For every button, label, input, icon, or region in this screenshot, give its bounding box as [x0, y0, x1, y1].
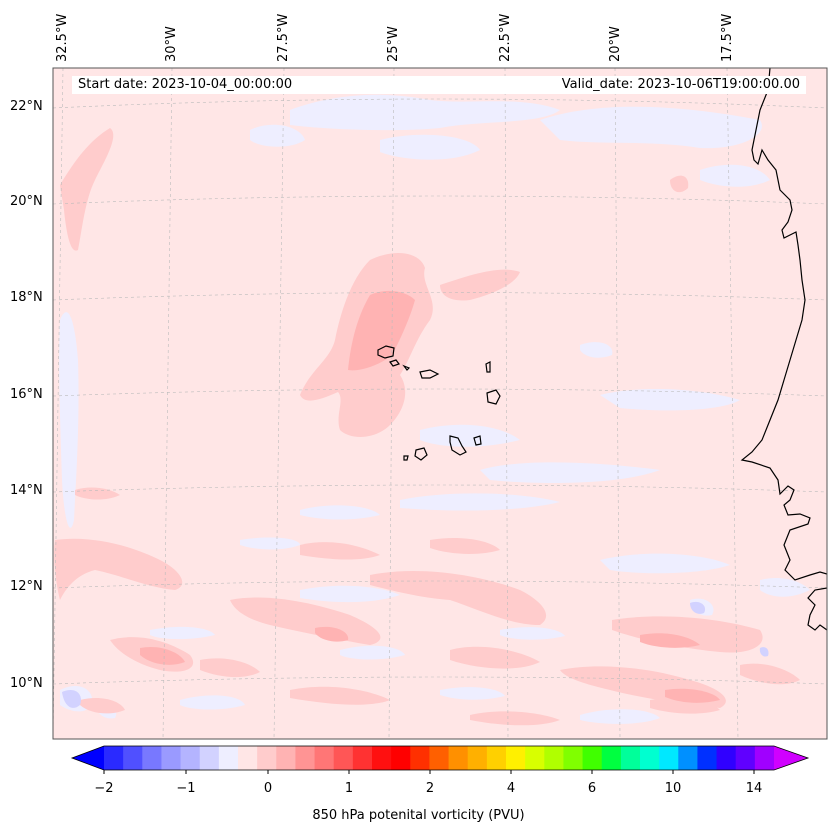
lon-label-25w: 25°W: [386, 26, 401, 62]
colorbar-segment: [563, 746, 584, 770]
colorbar-segment: [218, 746, 239, 770]
map-frame: [52, 67, 828, 740]
lon-label-22-5w: 22.5°W: [498, 13, 513, 62]
colorbar-segment: [238, 746, 258, 770]
lon-label-32-5w: 32.5°W: [55, 13, 70, 62]
colorbar-segment: [161, 746, 182, 770]
lat-label-12n: 12°N: [10, 579, 43, 594]
higher-pv-regions: [140, 290, 720, 703]
lat-label-22n: 22°N: [10, 99, 43, 114]
colorbar-tick-label: 4: [506, 781, 516, 796]
colorbar-segment: [180, 746, 201, 770]
colorbar-segment: [754, 746, 775, 770]
lat-label-18n: 18°N: [10, 290, 43, 305]
west-africa-coastline: [740, 68, 827, 631]
colorbar-segment: [448, 746, 469, 770]
colorbar-extend-max: [774, 746, 808, 770]
colorbar-segment: [142, 746, 163, 770]
colorbar-segment: [506, 746, 526, 770]
colorbar-segment: [123, 746, 143, 770]
lat-label-10n: 10°N: [10, 676, 43, 691]
colorbar-segment: [372, 746, 392, 770]
colorbar-segment: [410, 746, 431, 770]
colorbar-segment: [716, 746, 737, 770]
lon-label-17-5w: 17.5°W: [720, 13, 735, 62]
colorbar-segment: [678, 746, 699, 770]
start-date-label: Start date: 2023-10-04_00:00:00: [78, 77, 293, 92]
colorbar-segment: [525, 746, 545, 770]
colorbar-segment: [582, 746, 603, 770]
colorbar-tick-label: −2: [94, 781, 114, 796]
lon-label-27-5w: 27.5°W: [276, 13, 291, 62]
colorbar-tick-label: 6: [587, 781, 597, 796]
lon-label-30w: 30°W: [164, 26, 179, 62]
colorbar-segment: [467, 746, 488, 770]
colorbar-segment: [429, 746, 450, 770]
lat-label-20n: 20°N: [10, 194, 43, 209]
colorbar-tick-label: 1: [344, 781, 354, 796]
graticule: [53, 68, 827, 739]
colorbar-segment: [295, 746, 316, 770]
colorbar-tick-label: 0: [263, 781, 273, 796]
colorbar-segment: [697, 746, 718, 770]
colorbar-tick-label: 14: [745, 781, 763, 796]
low-pv-spots: [62, 601, 769, 708]
colorbar-segment: [601, 746, 622, 770]
colorbar-title: 850 hPa potenital vorticity (PVU): [312, 808, 525, 823]
colorbar-segment: [199, 746, 220, 770]
colorbar-segment: [391, 746, 411, 770]
cape-verde-islands: [377, 345, 501, 461]
pv-contour-field: [53, 68, 827, 739]
colorbar: [70, 745, 810, 774]
colorbar-segment: [659, 746, 679, 770]
colorbar-segment: [314, 746, 335, 770]
colorbar-segment: [333, 746, 354, 770]
lon-label-20w: 20°W: [608, 26, 623, 62]
colorbar-extend-min: [72, 746, 104, 770]
lat-label-16n: 16°N: [10, 387, 43, 402]
colorbar-segment: [620, 746, 641, 770]
lat-label-14n: 14°N: [10, 483, 43, 498]
valid-date-label: Valid_date: 2023-10-06T19:00:00.00: [561, 77, 800, 92]
negative-pv-regions: [59, 94, 810, 724]
colorbar-segment: [544, 746, 565, 770]
colorbar-segment: [735, 746, 756, 770]
colorbar-tick-label: 10: [664, 781, 682, 796]
colorbar-segment: [104, 746, 124, 770]
colorbar-tick-label: 2: [425, 781, 435, 796]
colorbar-segment: [276, 746, 297, 770]
colorbar-segment: [640, 746, 660, 770]
colorbar-segment: [352, 746, 373, 770]
date-header: Start date: 2023-10-04_00:00:00 Valid_da…: [72, 76, 806, 94]
colorbar-segment: [257, 746, 277, 770]
colorbar-tick-label: −1: [176, 781, 196, 796]
colorbar-segment: [486, 746, 507, 770]
